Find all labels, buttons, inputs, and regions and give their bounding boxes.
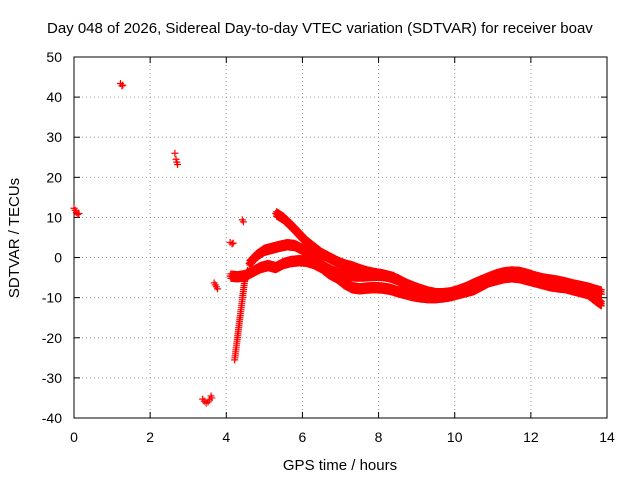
x-tick-label: 10: [447, 429, 463, 445]
data-point: [74, 210, 82, 218]
x-axis-title: GPS time / hours: [283, 457, 397, 474]
data-point: [174, 160, 182, 168]
y-tick-label: 0: [54, 250, 62, 266]
data-point: [118, 82, 126, 90]
y-tick-label: -30: [42, 370, 62, 386]
y-axis-title: SDTVAR / TECUs: [6, 178, 23, 298]
y-tick-label: 40: [46, 89, 62, 105]
x-tick-label: 0: [70, 429, 78, 445]
x-tick-label: 14: [599, 429, 615, 445]
data-point: [75, 209, 83, 217]
x-tick-label: 6: [299, 429, 307, 445]
y-tick-label: 50: [46, 49, 62, 65]
x-tick-label: 4: [222, 429, 230, 445]
data-point: [171, 149, 179, 157]
data-point: [229, 239, 237, 247]
data-points: [70, 79, 605, 407]
plot-frame: [73, 56, 608, 419]
x-tick-label: 8: [375, 429, 383, 445]
data-point: [239, 218, 247, 226]
data-point: [390, 276, 398, 284]
data-point: [228, 240, 236, 248]
x-tick-label: 12: [523, 429, 539, 445]
y-tick-label: -10: [42, 290, 62, 306]
chart-title: Day 048 of 2026, Sidereal Day-to-day VTE…: [47, 20, 593, 37]
data-point: [208, 394, 216, 402]
y-tick-label: -20: [42, 330, 62, 346]
y-tick-label: -40: [42, 410, 62, 426]
data-point: [597, 290, 605, 298]
data-point: [214, 285, 222, 293]
grid-lines: [74, 57, 607, 418]
axis-ticks: 0 2 4 6 8 10 12 14 -40 -30 -20 -10 0 10 20 30 40 50: [42, 49, 615, 445]
y-tick-label: 10: [46, 209, 62, 225]
y-tick-label: 30: [46, 129, 62, 145]
y-tick-label: 20: [46, 169, 62, 185]
data-point: [119, 81, 127, 89]
x-tick-label: 2: [146, 429, 154, 445]
data-point: [597, 302, 605, 310]
